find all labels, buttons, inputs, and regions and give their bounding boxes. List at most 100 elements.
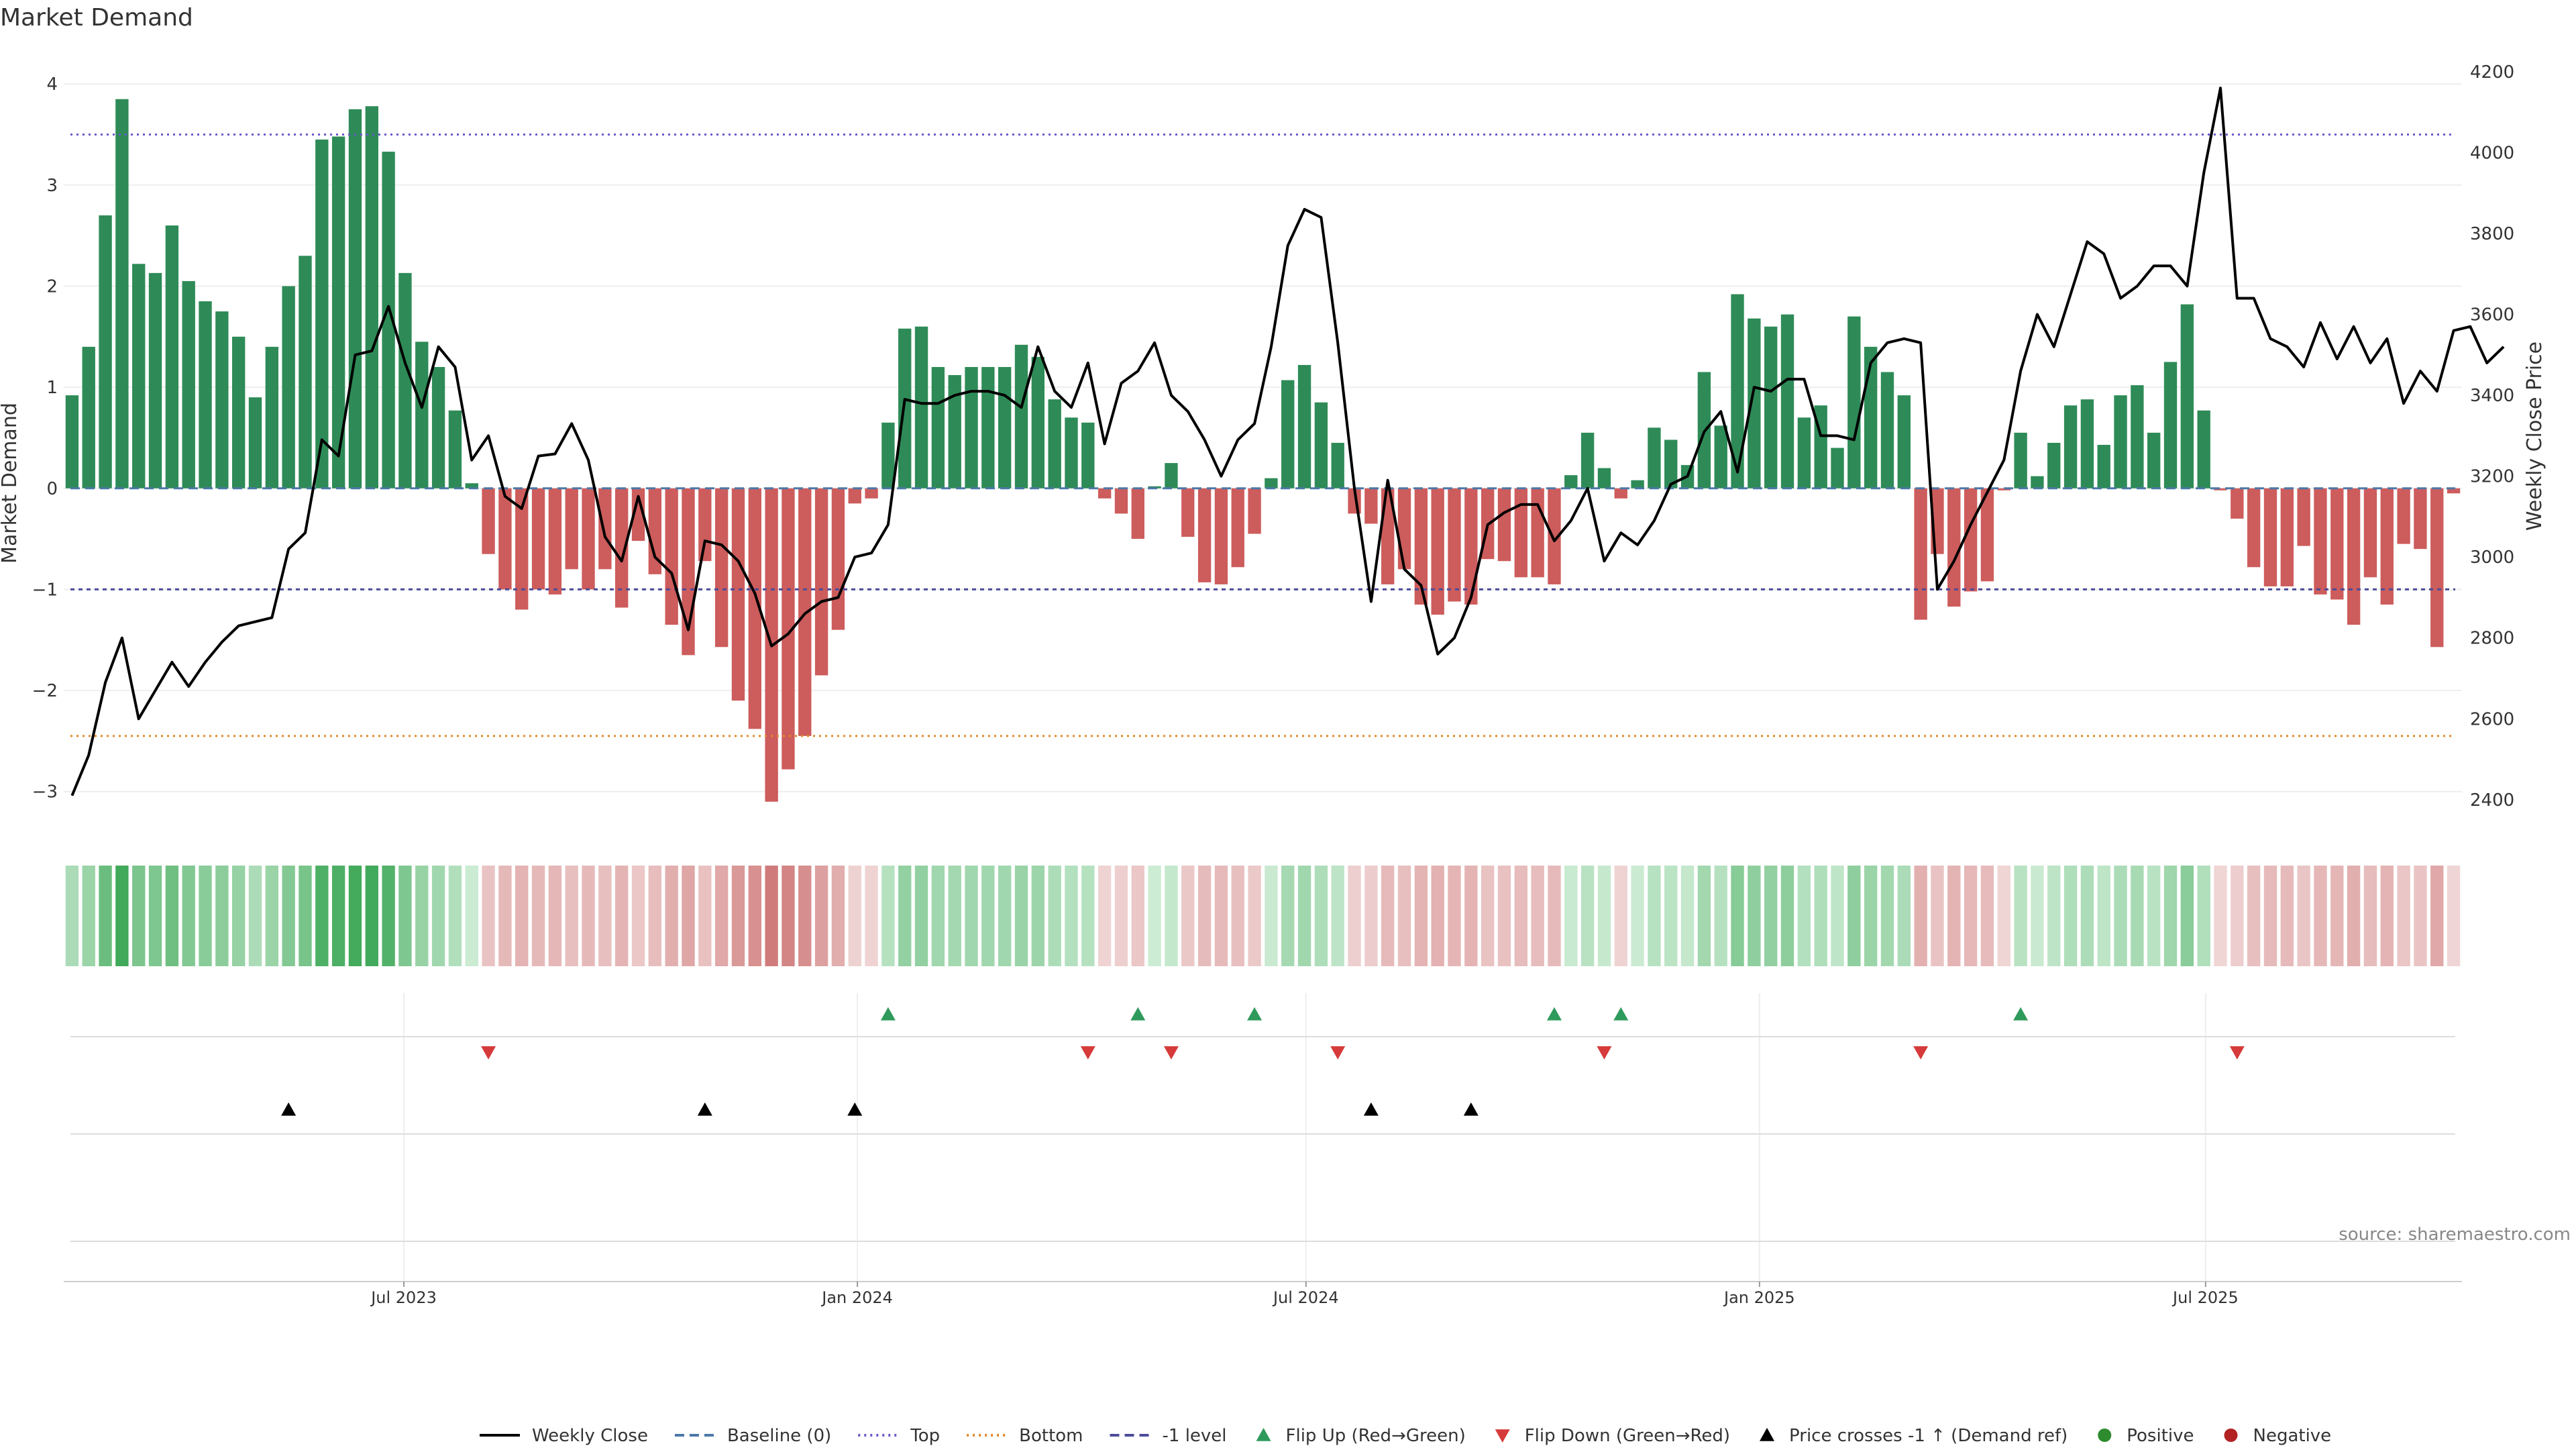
heat-cell (682, 866, 695, 966)
demand-bar (814, 488, 828, 676)
y-axis-left-label: Market Demand (0, 403, 21, 564)
demand-bar (465, 483, 478, 488)
heat-cell (648, 866, 662, 966)
heat-cell (1580, 866, 1595, 966)
x-axis: Jul 2023 Jan 2024 Jul 2024 Jan 2025 Jul 2025 (64, 1281, 2462, 1307)
heat-cell (1314, 866, 1328, 966)
weekly-close-series (70, 87, 2505, 796)
legend-swatch (1256, 1428, 1271, 1441)
demand-bar (82, 346, 95, 488)
demand-bar (498, 488, 512, 590)
weekly-close-line (70, 87, 2505, 796)
demand-bar (2197, 410, 2210, 488)
heat-cell (2180, 866, 2194, 966)
heat-cell (998, 866, 1012, 966)
demand-bar (731, 488, 745, 701)
demand-bar (415, 342, 429, 488)
heat-cell (1797, 866, 1811, 966)
heat-cell (1748, 866, 1761, 966)
demand-bar (1631, 480, 1644, 488)
demand-bar (914, 326, 928, 488)
demand-bar (615, 488, 629, 608)
demand-bar (182, 280, 195, 488)
demand-bar (531, 488, 545, 590)
heat-cell (1548, 866, 1561, 966)
y2-tick-label: 2800 (2470, 629, 2514, 649)
y-tick-label: −1 (32, 580, 58, 600)
demand-bar (1564, 475, 1578, 488)
heat-cell (1697, 866, 1711, 966)
y-tick-labels: −3 −2 −1 0 1 2 3 4 2400 2600 2800 3000 3200 3400 3600 3… (32, 62, 2515, 811)
demand-bar (1714, 425, 1727, 488)
heat-cell (1831, 866, 1844, 966)
demand-bar (1997, 488, 2010, 490)
heat-cell (415, 866, 429, 966)
demand-bar (1731, 294, 1744, 488)
heat-cell (1714, 866, 1727, 966)
demand-bar (1148, 486, 1161, 488)
flip-up-marker (880, 1007, 896, 1021)
y-tick-label: 3 (46, 176, 58, 196)
demand-bar (1464, 488, 1478, 605)
demand-bar (998, 366, 1012, 488)
demand-bar (482, 488, 495, 554)
demand-bar (2263, 488, 2277, 586)
demand-bar (1897, 395, 1911, 488)
heat-cell (82, 866, 95, 966)
demand-bar (1748, 318, 1761, 488)
demand-bar (2231, 488, 2244, 519)
heat-cell (1648, 866, 1661, 966)
heat-cell (165, 866, 179, 966)
demand-bar (1664, 439, 1678, 488)
y2-tick-label: 3600 (2470, 305, 2514, 325)
grid-lines (64, 83, 2462, 1282)
heat-cell (1181, 866, 1195, 966)
demand-bar (981, 366, 995, 488)
heat-cell (1031, 866, 1045, 966)
heat-cell (1814, 866, 1827, 966)
heat-cell (2131, 866, 2144, 966)
heat-cell (1847, 866, 1861, 966)
demand-bar (1914, 488, 1927, 620)
heat-cell (914, 866, 928, 966)
heat-cell (615, 866, 629, 966)
heat-cell (1165, 866, 1178, 966)
heat-cell (1864, 866, 1878, 966)
demand-bar (115, 99, 129, 488)
demand-bar (1248, 488, 1261, 534)
demand-bar (698, 488, 712, 562)
heat-cell (814, 866, 828, 966)
heat-cell (2163, 866, 2178, 966)
demand-bar (231, 336, 246, 488)
heat-cell (2347, 866, 2361, 966)
demand-bar (1497, 488, 1511, 562)
heat-cell (2297, 866, 2310, 966)
demand-bar (2430, 488, 2444, 647)
price-cross-marker (281, 1102, 297, 1116)
demand-bar (382, 152, 395, 488)
heat-cell (598, 866, 612, 966)
heat-cell (831, 866, 845, 966)
demand-bar (565, 488, 578, 570)
demand-bar (598, 488, 612, 570)
heat-cell (1114, 866, 1128, 966)
heat-cell (282, 866, 295, 966)
heat-cell (482, 866, 495, 966)
demand-bar (714, 488, 729, 647)
demand-bar (1297, 364, 1311, 488)
demand-bar (748, 488, 761, 729)
legend-label: Positive (2127, 1426, 2194, 1446)
demand-bar (2097, 444, 2110, 488)
demand-bar (2047, 442, 2061, 488)
heat-cell (2097, 866, 2110, 966)
heat-cell (1197, 866, 1212, 966)
heat-cell (2263, 866, 2277, 966)
demand-bar (2180, 304, 2194, 488)
demand-bar (282, 286, 295, 488)
demand-bar (1431, 488, 1444, 615)
demand-bar (1397, 488, 1411, 570)
y2-tick-label: 2600 (2470, 709, 2514, 729)
heat-cell (2363, 866, 2377, 966)
heat-cell (965, 866, 978, 966)
demand-bar (1980, 488, 1994, 582)
